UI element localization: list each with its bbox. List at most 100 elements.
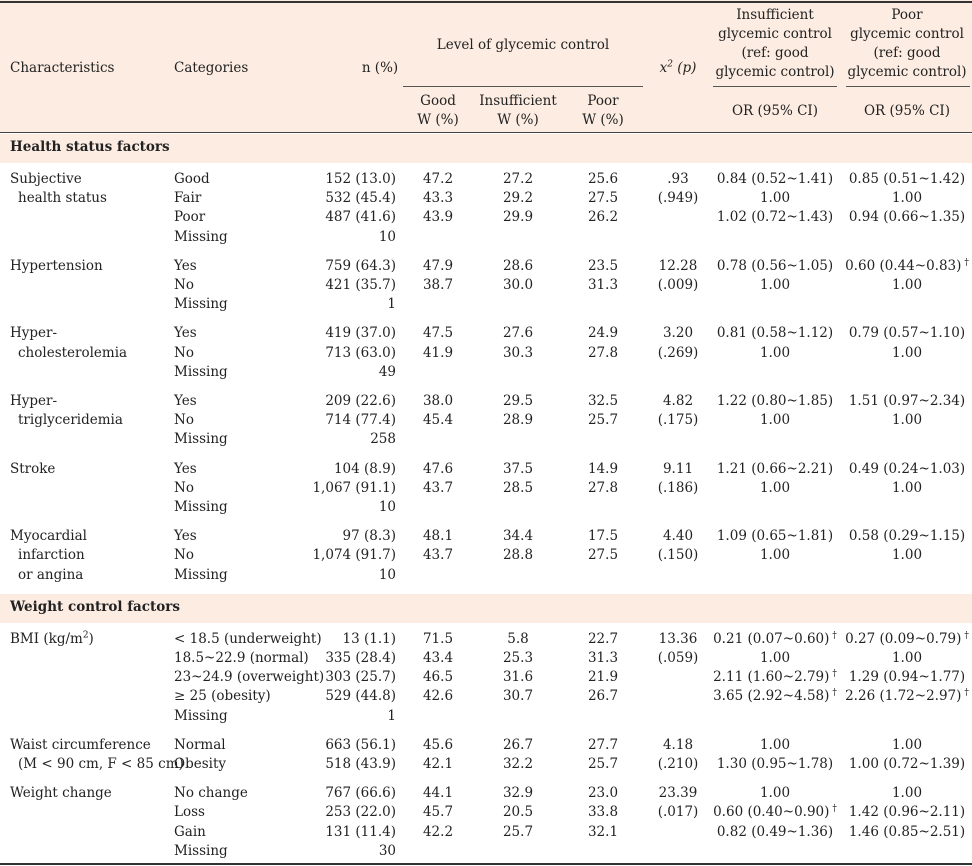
superscript: 2 [82, 630, 89, 641]
insuff-cell: 25.7 [502, 823, 534, 840]
or-insuff-cell: 1.00 [759, 547, 791, 564]
or-poor-cell: 1.00 [891, 190, 923, 207]
category-cell: Yes [174, 460, 197, 477]
group-label: Weight change [10, 785, 112, 802]
good-cell: 46.5 [422, 669, 454, 686]
or-insuff-cell: 0.81 (0.58~1.12) [716, 325, 834, 342]
good-cell: 42.2 [422, 823, 454, 840]
poor-cell: 31.3 [587, 650, 619, 666]
insuff-cell: 28.6 [502, 257, 534, 274]
or-insuff-cell: 1.00 [759, 736, 791, 753]
group-label: BMI (kg/m2) [10, 630, 94, 647]
header-line: Poor [587, 93, 619, 109]
n-cell: 1,074 (91.7) [312, 547, 396, 564]
group-label: Subjective [10, 171, 82, 187]
poor-cell: 23.0 [587, 785, 619, 802]
or-poor-cell: 1.42 (0.96~2.11) [848, 804, 966, 821]
header-line: glycemic control) [715, 64, 835, 80]
poor-cell: 32.5 [587, 393, 619, 409]
chi-cell: 23.39 [658, 785, 698, 802]
category-cell: Missing [174, 363, 228, 380]
group-label: infarction [18, 547, 85, 564]
insuff-cell: 28.8 [502, 547, 534, 564]
category-cell: 18.5~22.9 (normal) [174, 650, 309, 666]
group-label: Hyper- [10, 325, 58, 342]
n-cell: 258 [370, 431, 396, 448]
chi-cell: 13.36 [658, 630, 698, 647]
or-poor-cell: 1.51 (0.97~2.34) [848, 393, 966, 409]
good-cell: 43.9 [422, 209, 454, 226]
n-cell: 10 [378, 499, 396, 515]
good-cell: 43.3 [422, 190, 454, 207]
group-label: or angina [18, 566, 84, 583]
n-cell: 30 [378, 842, 396, 859]
good-cell: 44.1 [422, 785, 454, 802]
insuff-cell: 25.3 [502, 650, 534, 666]
or-poor-cell: 1.00 [891, 547, 923, 564]
group-label: (M < 90 cm, F < 85 cm) [18, 756, 184, 772]
poor-or-rule [846, 86, 970, 87]
good-cell: 45.7 [422, 804, 454, 821]
dagger-mark: † [832, 669, 837, 680]
table-header [0, 0, 972, 132]
good-cell: 41.9 [422, 344, 454, 361]
header-bottom-rule [0, 132, 972, 133]
n-cell: 518 (43.9) [325, 756, 396, 772]
poor-cell: 26.7 [587, 688, 619, 705]
or-poor-cell: 1.00 [891, 736, 923, 753]
insuff-cell: 37.5 [502, 460, 534, 477]
insuff-cell: 27.2 [502, 171, 534, 187]
insuff-cell: 30.7 [502, 688, 534, 705]
category-cell: No [174, 547, 194, 564]
chi-p: (p) [677, 60, 697, 76]
header-characteristics: Characteristics [10, 60, 115, 76]
good-cell: 47.2 [422, 171, 454, 187]
or-insuff-cell: 2.11 (1.60~2.79) † [713, 669, 837, 686]
chi-cell: (.150) [657, 547, 699, 564]
insuff-cell: 30.0 [502, 277, 534, 293]
poor-cell: 27.7 [587, 736, 619, 753]
header-good: Good W (%) [403, 92, 473, 130]
category-cell: Loss [174, 804, 205, 821]
or-poor-cell: 0.79 (0.57~1.10) [848, 325, 966, 342]
category-cell: Missing [174, 707, 228, 724]
insuff-cell: 31.6 [502, 669, 534, 686]
or-poor-cell: 0.27 (0.09~0.79) † [845, 630, 969, 647]
or-insuff-cell: 3.65 (2.92~4.58) † [713, 688, 837, 705]
poor-cell: 27.5 [587, 547, 619, 564]
chi-cell: (.210) [657, 756, 699, 772]
chi-cell: (.186) [657, 479, 699, 496]
n-cell: 663 (56.1) [325, 736, 396, 753]
insuff-cell: 32.2 [502, 756, 534, 772]
or-poor-cell: 1.00 [891, 412, 923, 429]
chi-superscript: 2 [667, 59, 673, 70]
group-label: Hyper- [10, 393, 58, 409]
poor-cell: 27.5 [587, 190, 619, 207]
or-insuff-cell: 1.00 [759, 190, 791, 207]
chi-cell: (.175) [657, 412, 699, 429]
or-insuff-cell: 1.02 (0.72~1.43) [716, 209, 834, 226]
insuff-cell: 30.3 [502, 344, 534, 361]
insuff-cell: 29.9 [502, 209, 534, 226]
poor-cell: 17.5 [587, 528, 619, 545]
category-cell: No change [174, 785, 248, 802]
n-cell: 1 [387, 707, 396, 724]
n-cell: 152 (13.0) [325, 171, 396, 187]
section-band [0, 134, 972, 163]
insuff-cell: 32.9 [502, 785, 534, 802]
good-cell: 43.4 [422, 650, 454, 666]
good-cell: 45.6 [422, 736, 454, 753]
or-poor-cell: 0.60 (0.44~0.83) † [845, 257, 969, 274]
chi-cell: (.059) [657, 650, 699, 666]
or-poor-cell: 1.00 [891, 277, 923, 293]
poor-cell: 23.5 [587, 257, 619, 274]
poor-cell: 14.9 [587, 460, 619, 477]
dagger-mark: † [964, 257, 969, 268]
insuff-cell: 5.8 [507, 630, 529, 647]
or-insuff-cell: 1.22 (0.80~1.85) [716, 393, 834, 409]
n-cell: 1 [387, 296, 396, 313]
poor-cell: 31.3 [587, 277, 619, 293]
header-categories: Categories [174, 60, 249, 76]
or-poor-cell: 1.00 [891, 650, 923, 666]
